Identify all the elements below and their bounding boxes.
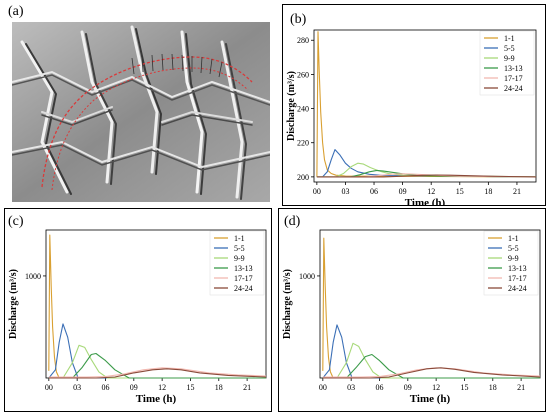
x-tick-label: 15 xyxy=(186,383,194,392)
x-tick-label: 09 xyxy=(399,187,407,196)
y-axis-label: Discharge (m³/s) xyxy=(286,71,297,141)
series-line-24-24 xyxy=(322,367,541,379)
series-line-9-9 xyxy=(48,344,266,379)
ridge-pattern xyxy=(12,25,270,200)
cross-section-ticks xyxy=(131,53,223,78)
legend-label-5-5: 5-5 xyxy=(508,244,519,253)
panel-b: (b) 00 03 06 09 12 15 18 21 200 220 240 260 280 Time … xyxy=(282,4,546,206)
x-tick-label: 00 xyxy=(319,383,327,392)
legend-label-17-17: 17-17 xyxy=(234,274,253,283)
terrain-relief-map xyxy=(12,22,270,202)
x-tick-label: 12 xyxy=(432,383,440,392)
x-tick-label: 15 xyxy=(456,187,464,196)
x-tick-label: 00 xyxy=(313,187,321,196)
x-tick-label: 18 xyxy=(215,383,223,392)
x-tick-label: 06 xyxy=(101,383,109,392)
legend-label-24-24: 24-24 xyxy=(508,284,527,293)
legend-label-17-17: 17-17 xyxy=(504,74,523,83)
series-line-24-24 xyxy=(48,368,267,379)
legend-label-5-5: 5-5 xyxy=(234,244,245,253)
x-tick-label: 03 xyxy=(73,383,81,392)
y-tick-label: 1000 xyxy=(25,272,41,281)
legend-label-13-13: 13-13 xyxy=(508,264,527,273)
legend-label-24-24: 24-24 xyxy=(234,284,253,293)
legend-label-1-1: 1-1 xyxy=(504,34,515,43)
series-line-17-17 xyxy=(316,173,537,178)
y-tick-label: 240 xyxy=(297,105,309,114)
x-tick-label: 21 xyxy=(243,383,251,392)
series-line-9-9 xyxy=(322,342,540,379)
x-tick-label: 06 xyxy=(370,187,378,196)
legend-label-9-9: 9-9 xyxy=(508,254,519,263)
panel-a: (a) xyxy=(4,4,276,202)
panel-c: (c) 00 03 06 09 12 15 18 21 1000 Time (h) Discharg… xyxy=(4,208,272,412)
x-tick-label: 12 xyxy=(158,383,166,392)
series-line-24-24 xyxy=(316,174,537,178)
legend-label-13-13: 13-13 xyxy=(504,64,523,73)
river-channel-outline xyxy=(51,67,249,191)
legend-label-1-1: 1-1 xyxy=(234,234,245,243)
legend-label-24-24: 24-24 xyxy=(504,84,523,93)
x-axis-label: Time (h) xyxy=(405,197,446,206)
series-line-5-5 xyxy=(316,149,537,178)
y-axis-label: Discharge (m³/s) xyxy=(282,269,293,339)
panel-c-label: (c) xyxy=(8,214,24,229)
legend-box xyxy=(483,230,539,296)
x-tick-label: 09 xyxy=(130,383,138,392)
chart-d: 00 03 06 09 12 15 18 21 1000 Time (h) Discharge (m… xyxy=(282,229,541,405)
legend-box xyxy=(209,230,265,296)
panel-a-label: (a) xyxy=(8,4,24,19)
x-axis-label: Time (h) xyxy=(410,393,451,405)
panel-b-frame xyxy=(282,4,546,206)
x-tick-label: 00 xyxy=(45,383,53,392)
panel-d-label: (d) xyxy=(284,214,301,229)
x-tick-label: 15 xyxy=(460,383,468,392)
river-channel-path xyxy=(41,56,253,188)
y-tick-label: 260 xyxy=(297,70,309,79)
legend-label-1-1: 1-1 xyxy=(508,234,519,243)
series-line-5-5 xyxy=(48,323,266,379)
legend-label-5-5: 5-5 xyxy=(504,44,515,53)
legend-label-17-17: 17-17 xyxy=(508,274,527,283)
x-tick-label: 21 xyxy=(517,383,525,392)
series-line-17-17 xyxy=(48,367,267,378)
x-tick-label: 09 xyxy=(404,383,412,392)
chart-b: 00 03 06 09 12 15 18 21 200 220 240 260 280 Time (h) D… xyxy=(286,29,537,206)
panel-d-frame xyxy=(278,208,546,412)
x-tick-label: 03 xyxy=(347,383,355,392)
series-line-5-5 xyxy=(322,324,540,379)
x-tick-label: 18 xyxy=(489,383,497,392)
plot-area-b xyxy=(313,29,537,183)
legend-box xyxy=(479,30,535,96)
y-tick-label: 200 xyxy=(297,173,309,182)
y-tick-label: 1000 xyxy=(299,272,315,281)
panel-c-frame xyxy=(4,208,272,412)
panel-b-label: (b) xyxy=(290,12,307,27)
y-tick-label: 220 xyxy=(297,139,309,148)
x-axis-label: Time (h) xyxy=(136,393,177,405)
legend-label-9-9: 9-9 xyxy=(504,54,515,63)
y-tick-label: 280 xyxy=(297,36,309,45)
legend-label-13-13: 13-13 xyxy=(234,264,253,273)
y-axis-label: Discharge (m³/s) xyxy=(8,269,19,339)
panel-d: (d) 00 03 06 09 12 15 18 21 1000 Time (h) Discharg… xyxy=(278,208,546,412)
x-tick-label: 03 xyxy=(341,187,349,196)
chart-c: 00 03 06 09 12 15 18 21 1000 Time (h) Discharge (m… xyxy=(8,229,267,405)
x-tick-label: 06 xyxy=(375,383,383,392)
x-tick-label: 12 xyxy=(427,187,435,196)
legend-label-9-9: 9-9 xyxy=(234,254,245,263)
x-tick-label: 18 xyxy=(484,187,492,196)
x-tick-label: 21 xyxy=(513,187,521,196)
